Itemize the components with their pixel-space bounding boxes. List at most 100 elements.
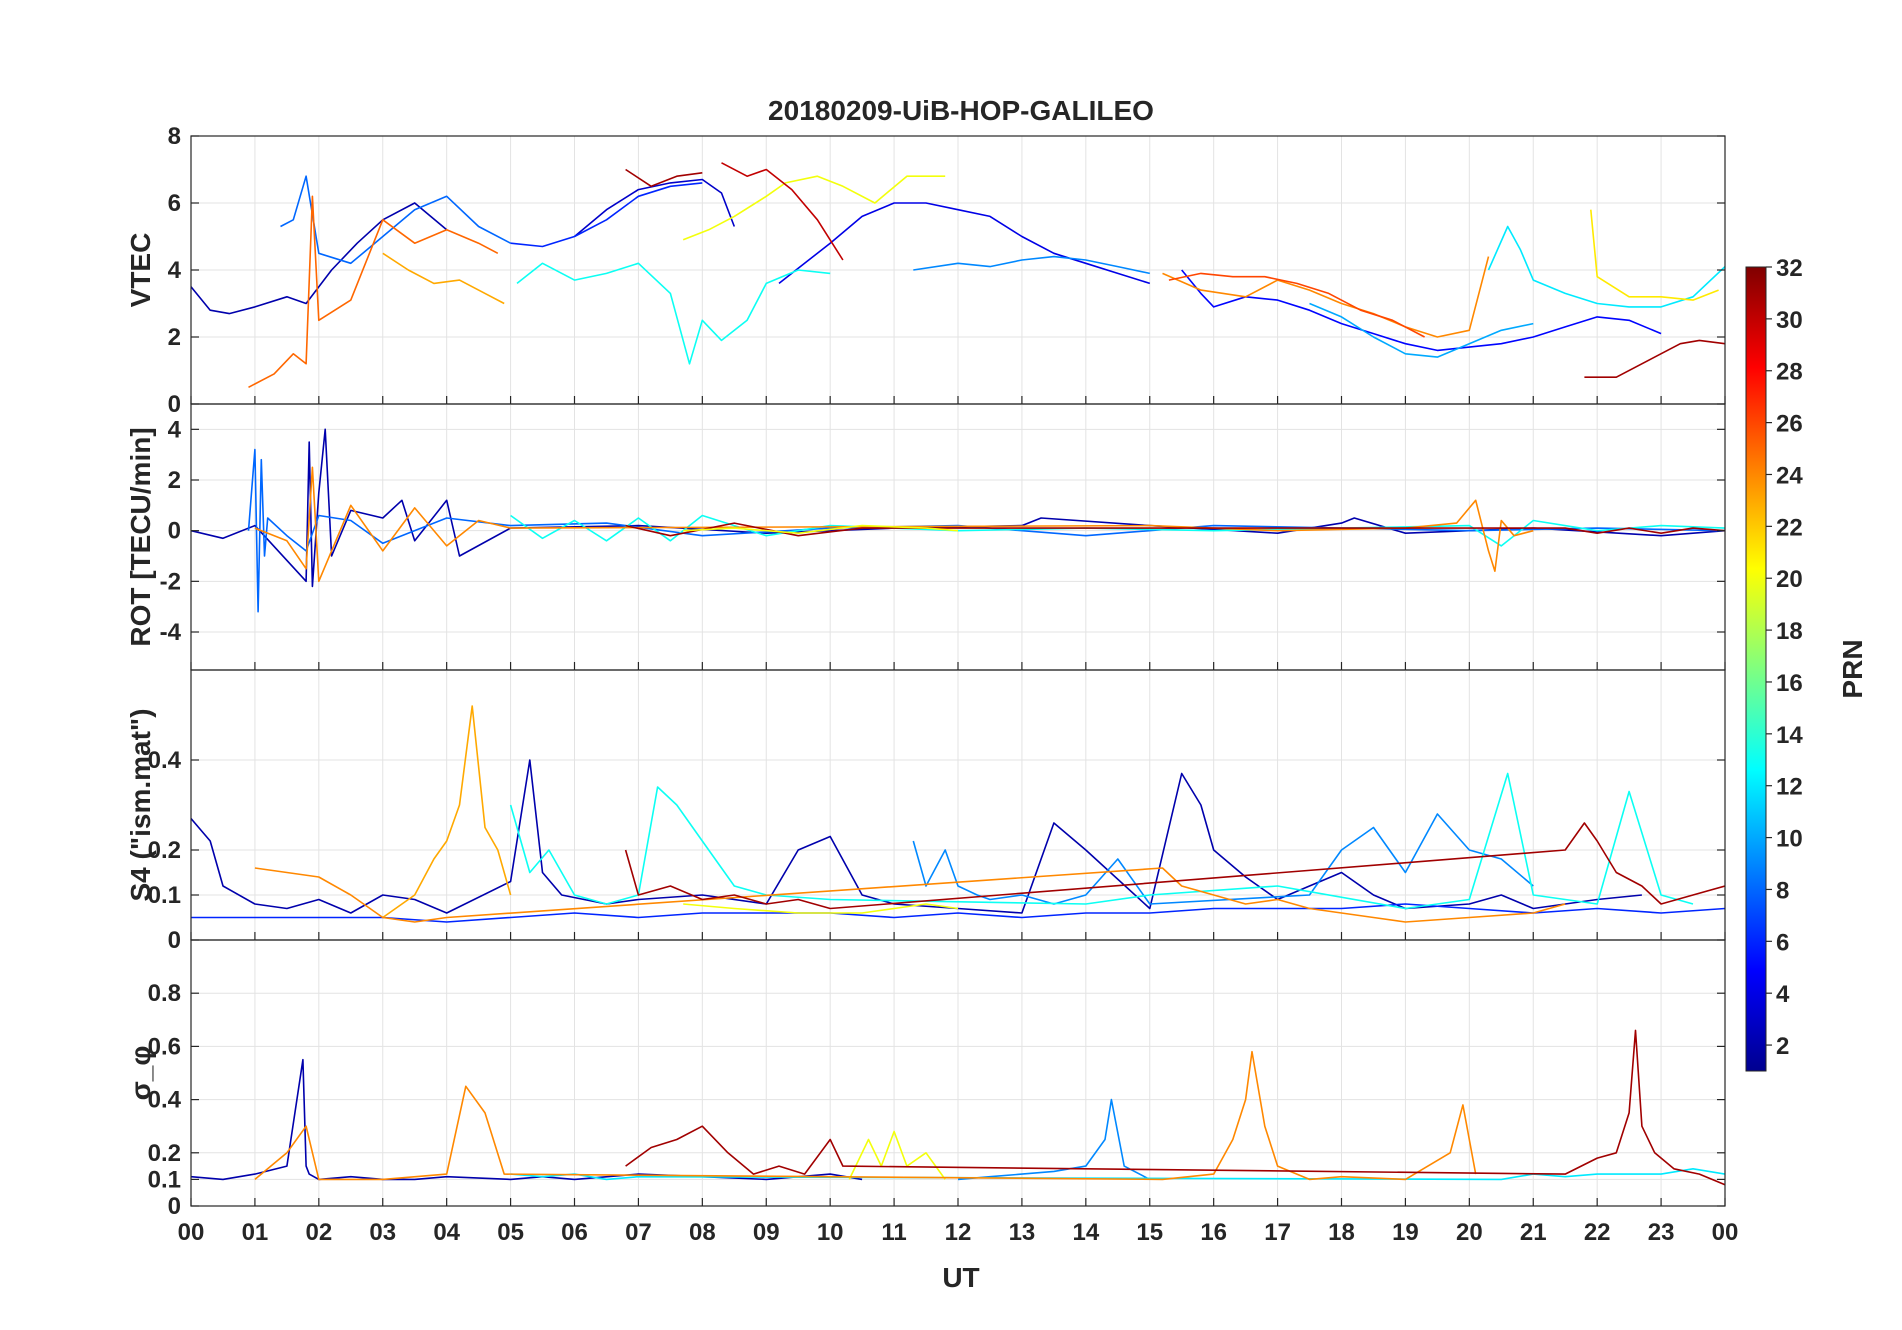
series-prn-31 [1584,339,1725,378]
series-prn-8 [247,448,1725,613]
x-tick-label: 14 [1072,1219,1099,1246]
x-tick-label: 13 [1009,1219,1036,1246]
series-prn-31 [624,822,1725,910]
x-tick-label: 00 [178,1219,205,1246]
y-tick-label: 4 [168,416,182,443]
series-prn-31 [625,1029,1725,1186]
y-tick-label: 0 [168,1193,181,1220]
series-prn-9 [913,255,1150,275]
y-tick-label: 0.2 [148,837,181,864]
series-prn-24 [1162,256,1490,338]
series-prn-13 [509,772,1694,910]
series-prn-13 [516,262,831,365]
series-prn-6 [510,182,703,248]
series-prn-24 [254,867,1566,923]
series-prn-10 [1309,302,1534,358]
colorbar-tick-label: 20 [1776,566,1803,593]
x-axis-label: UT [942,1262,979,1293]
y-axis-label-sigma_phi: σ_φ [125,1046,156,1101]
grid-rot [190,404,1726,670]
panel-rot: -4 -2 0 2 4 ROT [TECU/min] [125,403,1726,671]
series-prn-12 [1487,225,1725,308]
y-tick-label: 0.6 [148,1033,181,1060]
x-tick-label: 16 [1200,1219,1227,1246]
y-tick-label: -4 [160,619,182,646]
series-group-vtec [191,162,1725,389]
panel-vtec: 0 2 4 6 8 VTEC [125,123,1726,418]
y-tick-label: 0.2 [148,1140,181,1167]
colorbar-tick-label: 8 [1776,877,1789,904]
series-prn-4 [778,202,1151,285]
series-prn-23 [382,705,512,919]
series-prn-20 [682,175,946,241]
series-prn-20 [683,524,959,534]
colorbar-tick-label: 12 [1776,774,1803,801]
grid-sigma_phi [190,940,1726,1207]
x-tick-label: 10 [817,1219,844,1246]
x-tick-label: 08 [689,1219,716,1246]
y-tick-label: 0.8 [148,980,181,1007]
colorbar-tick-label: 16 [1776,670,1803,697]
y-tick-label: 0.1 [148,1166,181,1193]
series-prn-6 [191,903,1725,923]
y-tick-label: 4 [168,257,182,284]
x-tick-label: 00 [1712,1219,1739,1246]
series-prn-25 [248,195,499,389]
x-tick-label: 09 [753,1219,780,1246]
y-tick-label: -2 [160,568,181,595]
x-tick-label: 18 [1328,1219,1355,1246]
series-prn-2 [191,759,1642,914]
x-tick-label: 06 [561,1219,588,1246]
chart-title: 20180209-UiB-HOP-GALILEO [768,95,1154,126]
grid-s4 [190,670,1726,941]
series-prn-31 [625,168,703,188]
x-tick-label: 19 [1392,1219,1419,1246]
y-tick-label: 6 [168,190,181,217]
colorbar-tick-label: 6 [1776,929,1789,956]
x-tick-label: 07 [625,1219,652,1246]
series-prn-2 [191,1058,863,1181]
x-tick-label: 01 [242,1219,269,1246]
series-prn-5 [1181,269,1662,352]
panel-sigma_phi: 00.10.2 0.4 0.6 0.8 σ_φ [125,939,1726,1220]
colorbar-tick-label: 32 [1776,255,1803,282]
colorbar-tick-label: 24 [1776,462,1803,489]
x-tick-label: 12 [945,1219,972,1246]
x-tick-label: 11 [881,1219,906,1246]
x-tick-label: 17 [1264,1219,1291,1246]
series-prn-21 [1590,209,1719,301]
colorbar-tick-label: 18 [1776,618,1803,645]
series-prn-26 [1168,272,1425,338]
series-prn-9 [912,813,1534,905]
y-tick-label: 0.4 [148,1087,182,1114]
series-prn-9 [957,1098,1151,1181]
grid-vtec [190,135,1726,405]
x-tick-label: 02 [305,1219,332,1246]
x-axis: 00 01 02 03 04 05 06 07 08 09 10 11 12 13 14 15 16 17 18 19… [178,1219,1739,1246]
x-tick-label: 03 [369,1219,396,1246]
colorbar-tick-label: 2 [1776,1033,1789,1060]
y-tick-label: 8 [168,123,181,150]
y-axis-label-rot: ROT [TECU/min] [125,427,156,646]
series-prn-20 [683,903,959,914]
colorbar-tick-label: 14 [1776,722,1803,749]
y-tick-label: 0 [168,391,181,418]
x-tick-label: 21 [1520,1219,1547,1246]
series-prn-24 [254,1050,1477,1181]
series-prn-31 [625,522,1725,537]
colorbar-tick-label: 26 [1776,411,1803,438]
y-axis-label-vtec: VTEC [125,233,156,308]
colorbar-tick-label: 22 [1776,514,1803,541]
y-tick-label: 0 [168,927,181,954]
series-prn-24 [254,466,1534,583]
series-group-s4 [191,705,1725,923]
series-prn-3 [573,178,736,238]
x-tick-label: 15 [1136,1219,1163,1246]
x-tick-label: 20 [1456,1219,1483,1246]
x-tick-label: 04 [433,1219,460,1246]
series-prn-8 [280,175,511,265]
series-prn-20 [848,1130,946,1180]
